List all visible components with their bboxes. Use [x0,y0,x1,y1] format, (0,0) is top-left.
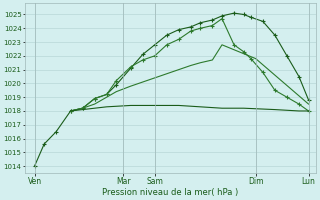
X-axis label: Pression niveau de la mer( hPa ): Pression niveau de la mer( hPa ) [102,188,238,197]
